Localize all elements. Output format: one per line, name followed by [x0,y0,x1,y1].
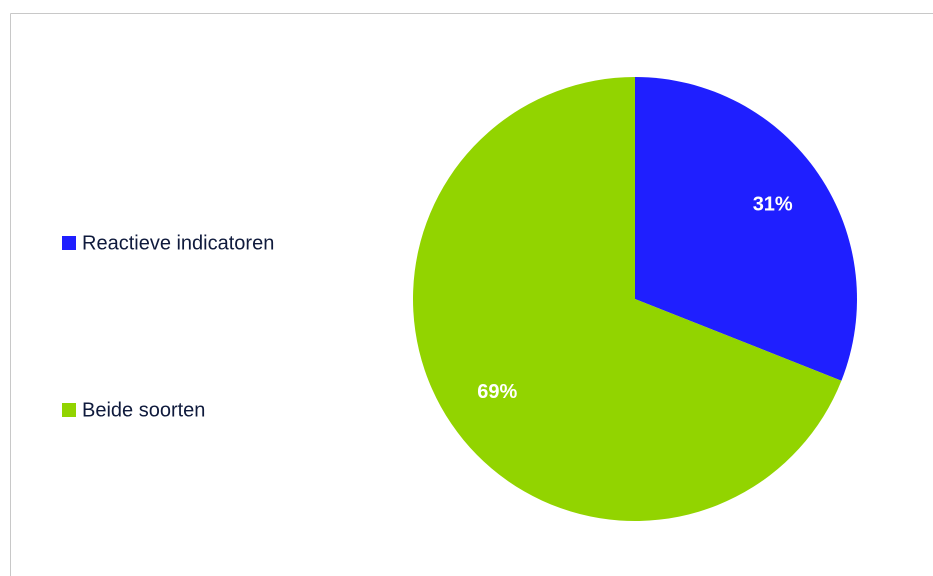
legend-swatch [62,403,76,417]
legend-label: Beide soorten [82,399,205,421]
pie-slice [635,77,858,381]
data-label: 31% [753,194,793,216]
legend-label: Reactieve indicatoren [82,232,274,254]
data-label: 69% [477,381,517,403]
legend-swatch [62,236,76,250]
pie-slice [413,77,842,521]
